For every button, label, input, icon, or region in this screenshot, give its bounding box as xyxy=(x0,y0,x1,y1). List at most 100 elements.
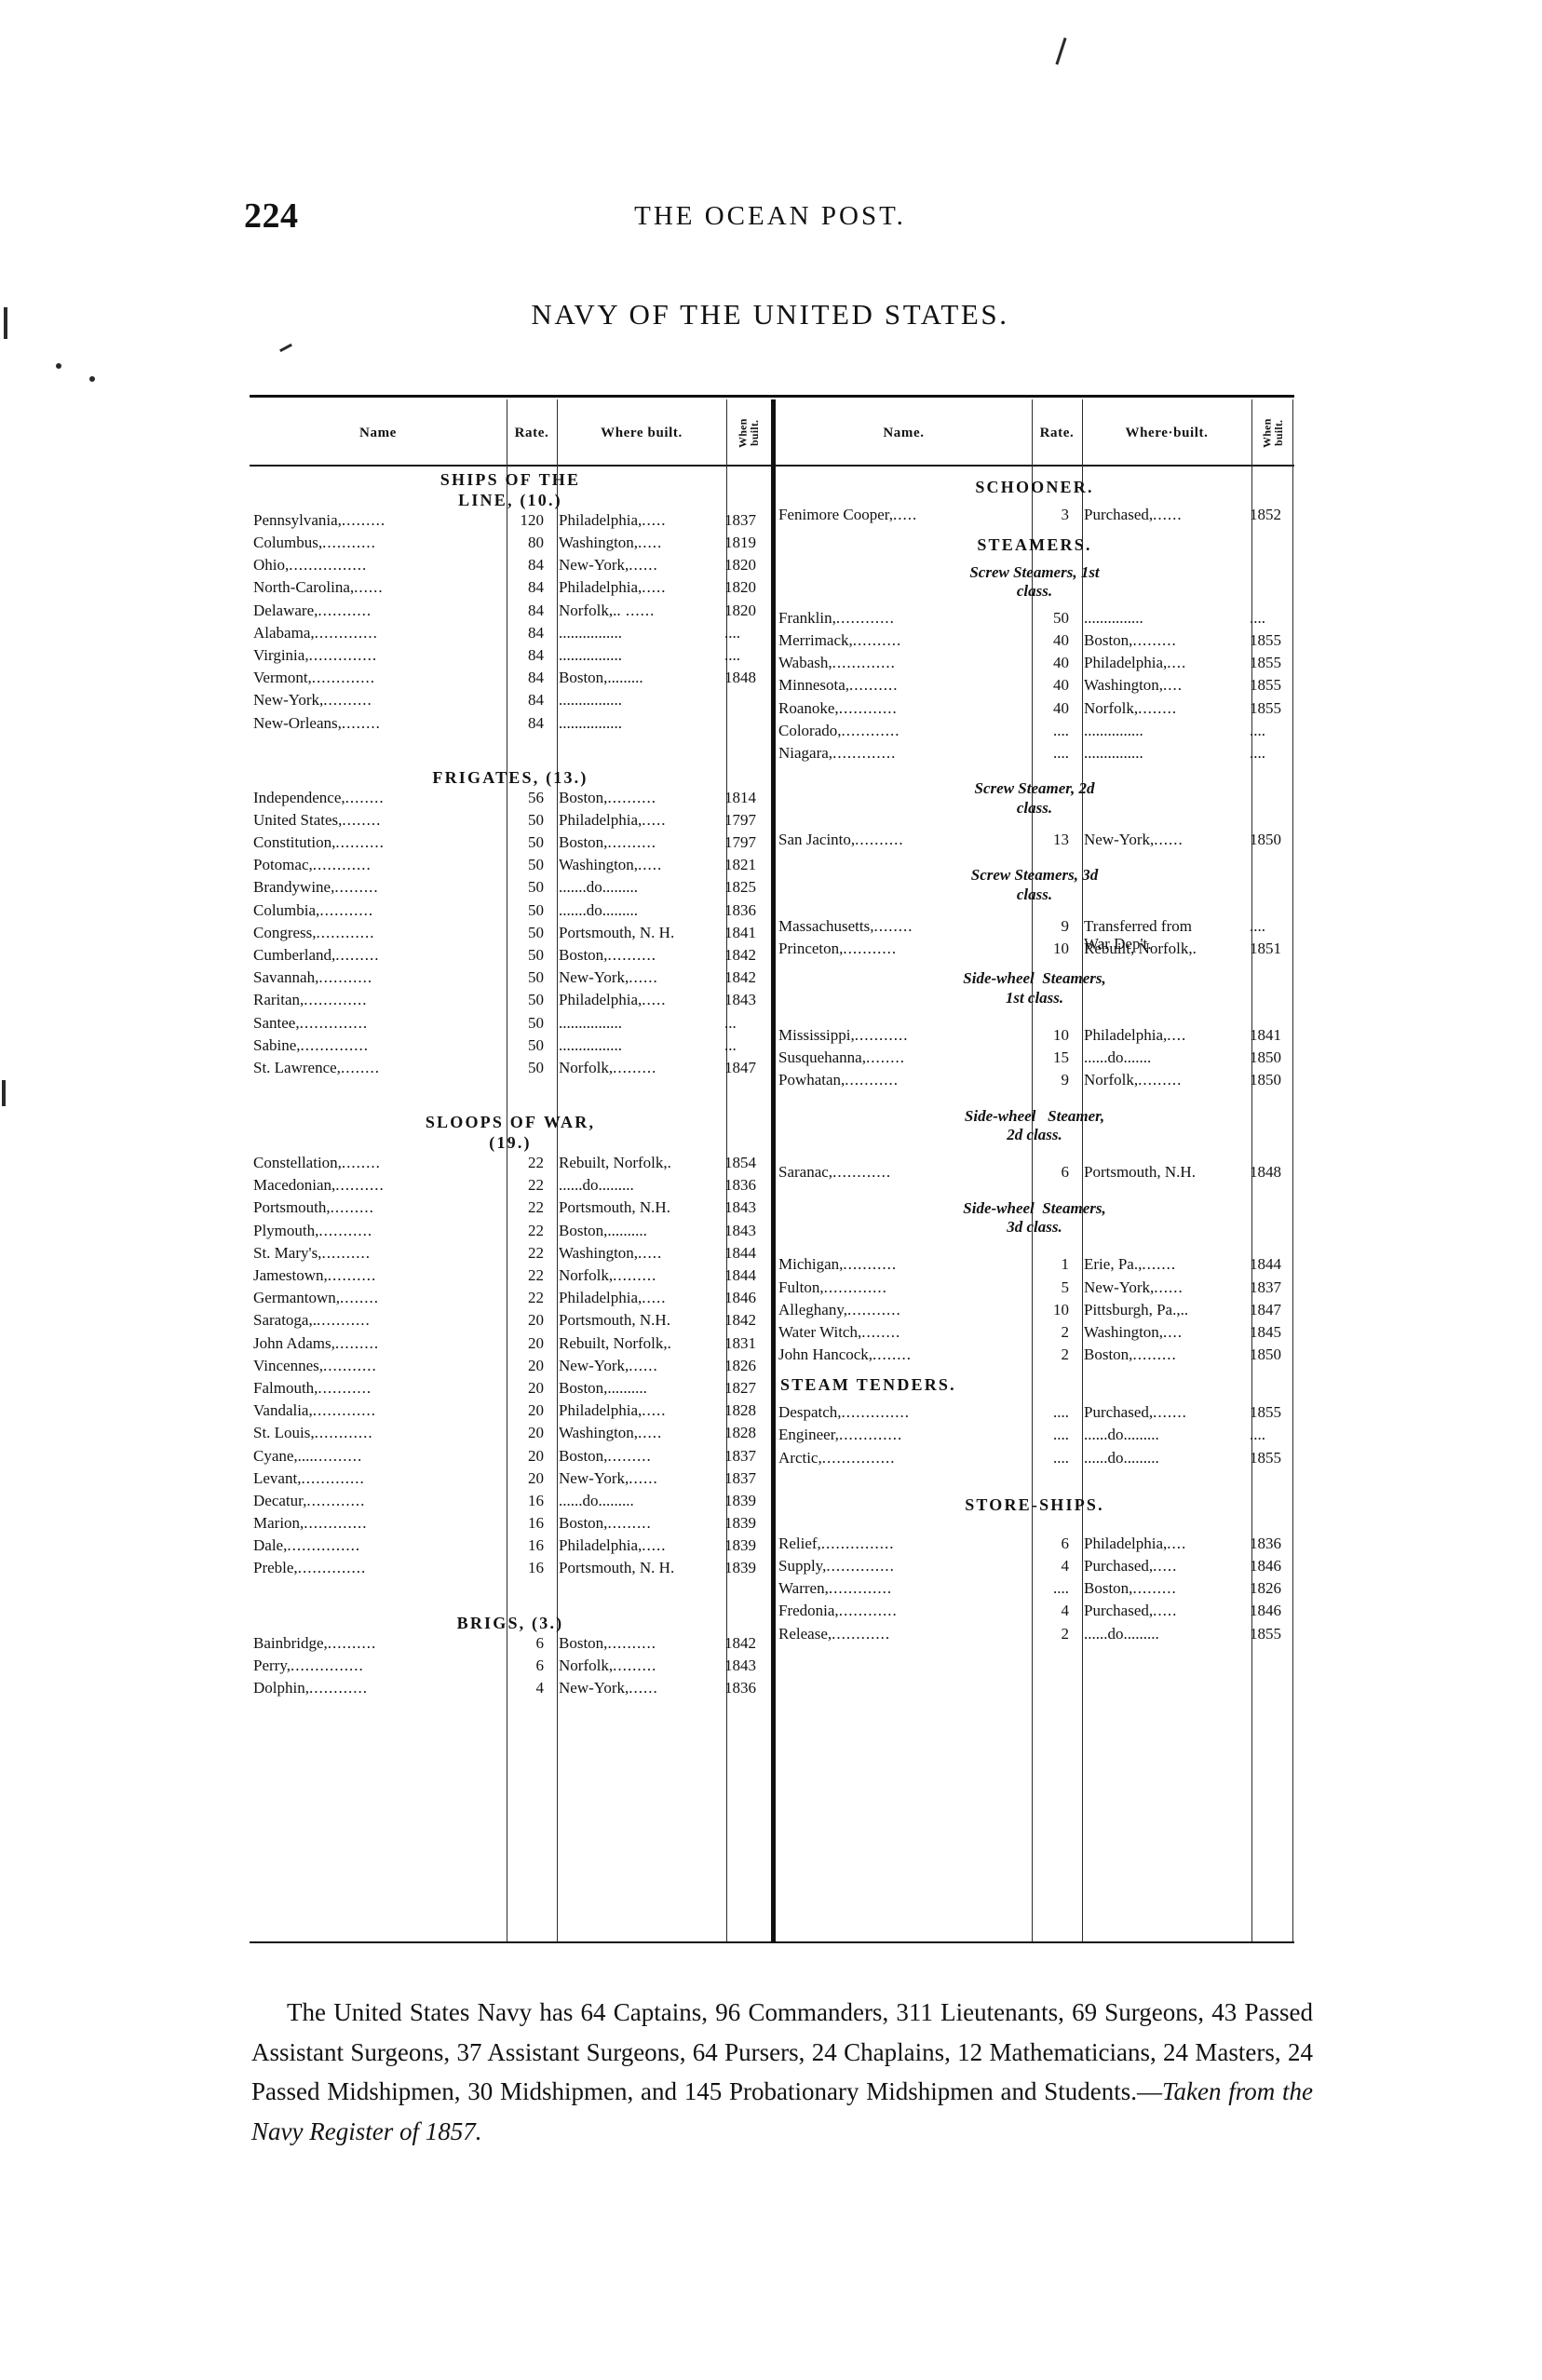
cell-when-built: 1855 xyxy=(1250,631,1281,650)
section-heading: BRIGS, (3.) xyxy=(456,1613,564,1632)
cell-where-built: Norfolk,......... xyxy=(1084,1071,1183,1089)
cell-where-built: Boston,......... xyxy=(1084,1579,1177,1598)
cell-leader-dots: ............ xyxy=(308,1678,368,1697)
cell-where-built: Portsmouth, N. H. xyxy=(559,923,675,941)
cell-where-built: Boston,......... xyxy=(559,1514,652,1533)
table-row: Engineer,................. ......do......… xyxy=(775,1426,1294,1448)
cell-leader-dots: ......... xyxy=(334,1333,380,1352)
cell-when-built: 1843 xyxy=(724,1198,756,1217)
table-row: Colorado,...............................… xyxy=(775,722,1294,744)
table-row: Mississippi,........... 10 Philadelphia,..… xyxy=(775,1026,1294,1048)
row-spacer xyxy=(775,528,1294,535)
cell-rate: .... xyxy=(1053,1426,1069,1444)
cell-leader-dots: ............ xyxy=(314,1424,373,1442)
table-row: St. Lawrence,........ 50 Norfolk,.........… xyxy=(250,1059,771,1081)
cell-name: New-York,.......... xyxy=(253,691,372,710)
cell-when-built: 1828 xyxy=(724,1401,756,1420)
cell-rate: 16 xyxy=(528,1559,544,1577)
cell-rate: 3 xyxy=(1061,505,1070,523)
cell-rate: 20 xyxy=(528,1468,544,1487)
cell-where-built: ......do......... xyxy=(1084,1448,1159,1467)
table-row: Plymouth,........... 22 Boston,.......... 1… xyxy=(250,1222,771,1244)
cell-name: Decatur,............ xyxy=(253,1491,366,1509)
cell-rate: 9 xyxy=(1061,916,1070,935)
cell-when-built: .... xyxy=(1250,1426,1265,1444)
cell-rate: 20 xyxy=(528,1356,544,1374)
header-when-built-left: When built. xyxy=(736,418,761,448)
cell-where-built: New-York,...... xyxy=(559,556,658,575)
header-name-right: Name. xyxy=(883,425,925,440)
summary-text: The United States Navy has 64 Captains, … xyxy=(251,1998,1313,2106)
cell-where-built: .......do......... xyxy=(559,900,638,919)
vrule-rate-left-2 xyxy=(1032,399,1033,1941)
cell-rate: 10 xyxy=(1053,1026,1069,1045)
cell-where-built: Boston,......... xyxy=(559,669,643,687)
cell-rate: 4 xyxy=(1061,1602,1070,1620)
table-row: Alabama,............. 84.................… xyxy=(250,624,771,646)
cell-rate: 22 xyxy=(528,1176,544,1195)
page-number: 224 xyxy=(244,196,299,236)
cell-when-built: 1820 xyxy=(724,578,756,597)
cell-leader-dots: ............ xyxy=(841,721,900,739)
cell-when-built: 1850 xyxy=(1250,830,1281,848)
cell-name: Mississippi,........... xyxy=(778,1026,909,1045)
table-row: Despatch,.................. Purchased,...… xyxy=(775,1403,1294,1426)
cell-rate: 40 xyxy=(1053,654,1069,672)
cell-leader-dots: .............. xyxy=(297,1559,367,1577)
cell-leader-dots: ........... xyxy=(854,1026,909,1045)
table-row: Falmouth,........... 20 Boston,.......... 1… xyxy=(250,1379,771,1401)
table-row: Raritan,............. 50 Philadelphia,....… xyxy=(250,991,771,1013)
cell-leader-dots: .......... xyxy=(335,1176,385,1195)
cell-name: Potomac,............ xyxy=(253,856,372,874)
row-spacer xyxy=(775,1094,1294,1107)
cell-leader-dots: ............. xyxy=(311,669,376,687)
cell-leader-dots: ........ xyxy=(873,916,913,935)
cell-rate: 6 xyxy=(1061,1534,1070,1552)
cell-leader-dots: ........ xyxy=(861,1322,901,1341)
cell-rate: 2 xyxy=(1061,1624,1070,1643)
cell-when-built: 1836 xyxy=(724,1678,756,1697)
table-row: Levant,............. 20 New-York,...... 183… xyxy=(250,1469,771,1492)
cell-rate: 16 xyxy=(528,1536,544,1555)
row-spacer xyxy=(250,1081,771,1113)
cell-where-built: Boston,.......... xyxy=(559,1633,656,1652)
cell-name: Despatch,.............. xyxy=(778,1403,911,1422)
table-row: Niagara,................................… xyxy=(775,744,1294,766)
cell-when-built: 1841 xyxy=(1250,1026,1281,1045)
cell-name: Cyane,.............. xyxy=(253,1446,363,1465)
cell-rate: 50 xyxy=(528,878,544,897)
cell-where-built: Boston,.......... xyxy=(559,1378,647,1397)
cell-rate: 40 xyxy=(1053,676,1069,695)
cell-name: Virginia,.............. xyxy=(253,646,378,665)
cell-leader-dots: ........... xyxy=(318,968,373,987)
cell-where-built: Boston,.......... xyxy=(559,788,656,806)
cell-when-built: 1842 xyxy=(724,946,756,965)
cell-leader-dots: ........... xyxy=(846,1300,901,1318)
cell-name: Release,............ xyxy=(778,1624,891,1643)
cell-leader-dots: ............. xyxy=(314,623,378,642)
cell-leader-dots: .............. xyxy=(826,1557,895,1575)
header-where-built-left: Where built. xyxy=(601,425,683,440)
cell-where-built: New-York,...... xyxy=(559,1678,658,1697)
cell-when-built: 1855 xyxy=(1250,1624,1281,1643)
cell-leader-dots: .............. xyxy=(308,646,378,665)
cell-leader-dots: ............ xyxy=(838,1602,898,1620)
row-spacer xyxy=(775,498,1294,506)
table-row: Alleghany,........... 10 Pittsburgh, Pa.,.… xyxy=(775,1301,1294,1323)
cell-leader-dots: .............. xyxy=(300,1035,370,1054)
cell-when-built: .... xyxy=(1250,744,1265,762)
header-where-built-right: Where·built. xyxy=(1125,425,1209,440)
cell-name: Saratoga,............ xyxy=(253,1311,371,1330)
cell-where-built: ......do......... xyxy=(1084,1426,1159,1444)
cell-rate: 16 xyxy=(528,1514,544,1533)
cell-leader-dots: ......... xyxy=(330,1198,374,1217)
cell-when-built: 1836 xyxy=(1250,1534,1281,1552)
table-row: San Jacinto,.......... 13 New-York,...... 1… xyxy=(775,831,1294,853)
cell-where-built: Portsmouth, N.H. xyxy=(559,1311,670,1330)
cell-rate: 84 xyxy=(528,669,544,687)
table-row: Vincennes,........... 20 New-York,...... 18… xyxy=(250,1357,771,1379)
cell-name: Massachusetts,........ xyxy=(778,916,913,935)
cell-when-built: 1855 xyxy=(1250,698,1281,717)
cell-leader-dots: .............. xyxy=(841,1403,911,1422)
